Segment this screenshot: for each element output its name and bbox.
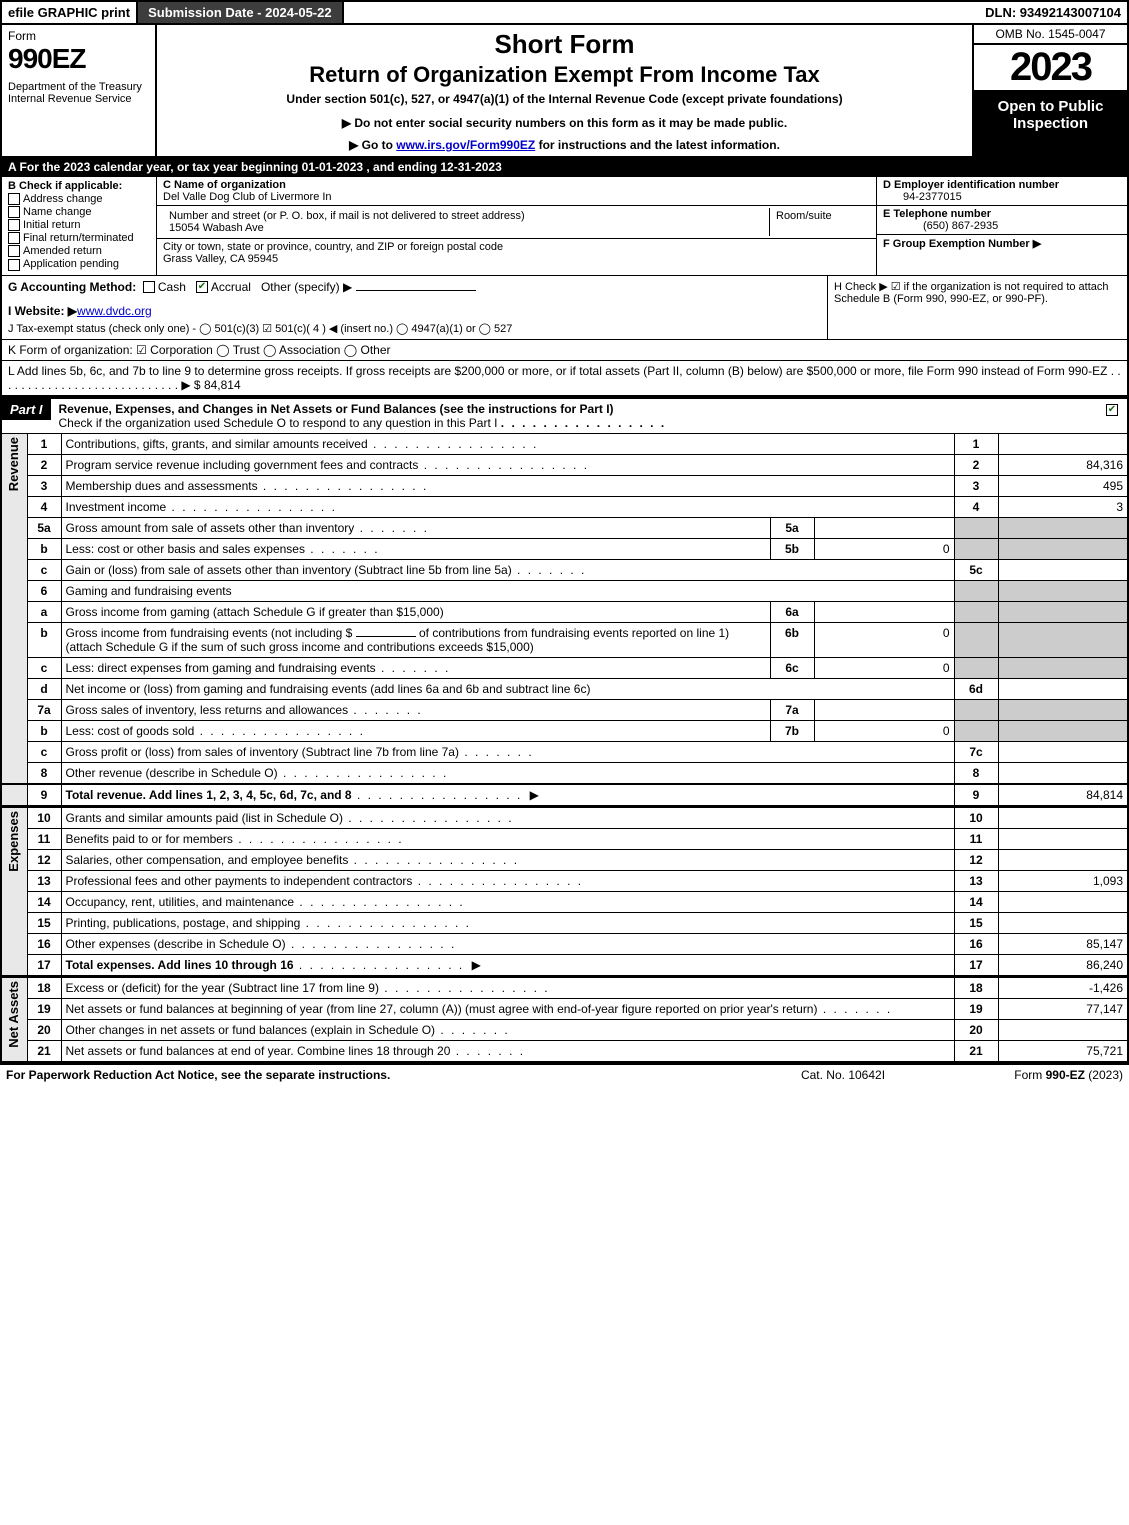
d-label: D Employer identification number: [883, 179, 1059, 191]
line-2-amt: 84,316: [998, 454, 1128, 475]
c-street-row: Number and street (or P. O. box, if mail…: [157, 206, 876, 239]
room-label: Room/suite: [776, 210, 832, 222]
top-bar: efile GRAPHIC print Submission Date - 20…: [0, 0, 1129, 25]
section-gh: G Accounting Method: Cash Accrual Other …: [0, 275, 1129, 339]
e-label: E Telephone number: [883, 208, 991, 220]
col-b-checkboxes: B Check if applicable: Address change Na…: [2, 177, 157, 275]
goto-line: ▶ Go to www.irs.gov/Form990EZ for instru…: [165, 138, 964, 152]
return-title: Return of Organization Exempt From Incom…: [165, 62, 964, 88]
part1-title: Revenue, Expenses, and Changes in Net As…: [51, 399, 1100, 433]
row-a-calendar-year: A For the 2023 calendar year, or tax yea…: [0, 158, 1129, 177]
dln: DLN: 93492143007104: [979, 2, 1127, 23]
row-k: K Form of organization: ☑ Corporation ◯ …: [0, 339, 1129, 360]
open-to-public: Open to Public Inspection: [974, 92, 1127, 156]
l-text: L Add lines 5b, 6c, and 7b to line 9 to …: [8, 364, 1121, 392]
chk-application-pending[interactable]: Application pending: [8, 258, 150, 270]
line-1-ln: 1: [954, 434, 998, 455]
line-1-amt: [998, 434, 1128, 455]
street-value: 15054 Wabash Ave: [169, 222, 264, 234]
c-name-row: C Name of organization Del Valle Dog Clu…: [157, 177, 876, 206]
i-label: I Website: ▶: [8, 304, 77, 318]
irs-link[interactable]: www.irs.gov/Form990EZ: [396, 138, 535, 152]
submission-date: Submission Date - 2024-05-22: [138, 2, 344, 23]
chk-final-return[interactable]: Final return/terminated: [8, 232, 150, 244]
line-21-amt: 75,721: [998, 1040, 1128, 1062]
chk-accrual[interactable]: [196, 281, 208, 293]
j-tax-exempt: J Tax-exempt status (check only one) - ◯…: [8, 322, 821, 335]
i-website: I Website: ▶www.dvdc.org: [8, 304, 821, 318]
department: Department of the Treasury Internal Reve…: [8, 81, 149, 105]
expenses-side-label: Expenses: [1, 807, 27, 976]
do-not-enter: ▶ Do not enter social security numbers o…: [165, 116, 964, 130]
form-header: Form 990EZ Department of the Treasury In…: [0, 25, 1129, 158]
street-label: Number and street (or P. O. box, if mail…: [169, 210, 525, 222]
chk-name-change[interactable]: Name change: [8, 206, 150, 218]
city-value: Grass Valley, CA 95945: [163, 253, 278, 265]
line-19-amt: 77,147: [998, 998, 1128, 1019]
chk-amended-return[interactable]: Amended return: [8, 245, 150, 257]
goto-pre: ▶ Go to: [349, 138, 396, 152]
website-link[interactable]: www.dvdc.org: [77, 304, 152, 318]
page-footer: For Paperwork Reduction Act Notice, see …: [0, 1063, 1129, 1085]
line-9-amt: 84,814: [998, 784, 1128, 806]
g-label: G Accounting Method:: [8, 280, 136, 294]
net-assets-table: Net Assets 18 Excess or (deficit) for th…: [0, 976, 1129, 1063]
part1-header: Part I Revenue, Expenses, and Changes in…: [0, 397, 1129, 434]
footer-left: For Paperwork Reduction Act Notice, see …: [6, 1068, 743, 1082]
telephone-value: (650) 867-2935: [883, 220, 998, 232]
f-group-exemption: F Group Exemption Number ▶: [877, 235, 1127, 252]
chk-address-change[interactable]: Address change: [8, 193, 150, 205]
chk-cash[interactable]: [143, 281, 155, 293]
f-label: F Group Exemption Number ▶: [883, 238, 1041, 250]
line-16-amt: 85,147: [998, 933, 1128, 954]
ein-value: 94-2377015: [883, 191, 962, 203]
city-label: City or town, state or province, country…: [163, 241, 503, 253]
g-other-input[interactable]: [356, 290, 476, 291]
part1-label: Part I: [2, 399, 51, 420]
col-h: H Check ▶ ☑ if the organization is not r…: [827, 276, 1127, 339]
g-accounting: G Accounting Method: Cash Accrual Other …: [8, 280, 821, 294]
section-bcdef: B Check if applicable: Address change Na…: [0, 177, 1129, 275]
part1-check[interactable]: [1100, 399, 1127, 420]
line-4-amt: 3: [998, 496, 1128, 517]
short-form-title: Short Form: [165, 29, 964, 60]
g-other: Other (specify) ▶: [261, 280, 352, 294]
c-name-label: C Name of organization: [163, 179, 286, 191]
org-name: Del Valle Dog Club of Livermore In: [163, 191, 332, 203]
footer-center: Cat. No. 10642I: [743, 1068, 943, 1082]
expenses-table: Expenses 10 Grants and similar amounts p…: [0, 806, 1129, 976]
efile-label: efile GRAPHIC print: [2, 2, 138, 23]
col-def: D Employer identification number 94-2377…: [877, 177, 1127, 275]
goto-post: for instructions and the latest informat…: [535, 138, 780, 152]
part1-check-text: Check if the organization used Schedule …: [59, 416, 498, 430]
row-l: L Add lines 5b, 6c, and 7b to line 9 to …: [0, 360, 1129, 397]
line-1-desc: Contributions, gifts, grants, and simila…: [61, 434, 954, 455]
form-number: 990EZ: [8, 43, 149, 75]
tax-year: 2023: [974, 45, 1127, 92]
form-label: Form: [8, 29, 149, 43]
revenue-side-label: Revenue: [1, 434, 27, 784]
footer-right: Form 990-EZ (2023): [943, 1068, 1123, 1082]
header-left: Form 990EZ Department of the Treasury In…: [2, 25, 157, 156]
omb-number: OMB No. 1545-0047: [974, 25, 1127, 45]
netassets-side-label: Net Assets: [1, 977, 27, 1062]
e-telephone: E Telephone number (650) 867-2935: [877, 206, 1127, 235]
col-c-org-info: C Name of organization Del Valle Dog Clu…: [157, 177, 877, 275]
line-17-amt: 86,240: [998, 954, 1128, 975]
col-g: G Accounting Method: Cash Accrual Other …: [2, 276, 827, 339]
b-title: B Check if applicable:: [8, 180, 150, 192]
line-18-amt: -1,426: [998, 977, 1128, 999]
revenue-table: Revenue 1 Contributions, gifts, grants, …: [0, 434, 1129, 806]
header-right: OMB No. 1545-0047 2023 Open to Public In…: [972, 25, 1127, 156]
under-section: Under section 501(c), 527, or 4947(a)(1)…: [165, 92, 964, 106]
line-13-amt: 1,093: [998, 870, 1128, 891]
l-value: 84,814: [204, 378, 241, 392]
chk-initial-return[interactable]: Initial return: [8, 219, 150, 231]
header-center: Short Form Return of Organization Exempt…: [157, 25, 972, 156]
d-ein: D Employer identification number 94-2377…: [877, 177, 1127, 206]
line-1-num: 1: [27, 434, 61, 455]
line-3-amt: 495: [998, 475, 1128, 496]
c-city-row: City or town, state or province, country…: [157, 239, 876, 267]
